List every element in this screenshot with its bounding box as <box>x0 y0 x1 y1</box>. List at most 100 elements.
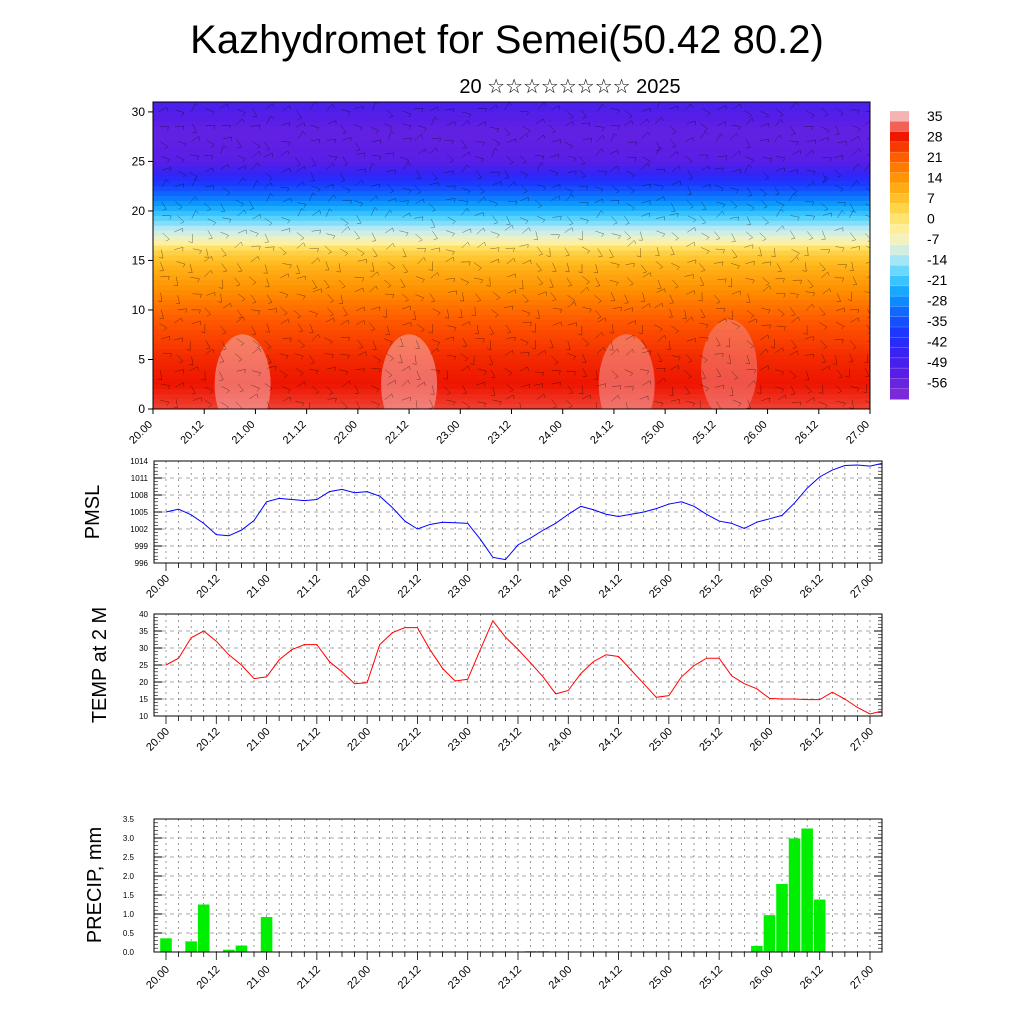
barb-line <box>805 215 815 217</box>
barb-line <box>325 261 330 270</box>
barb-tick <box>825 176 830 180</box>
barb-tick <box>824 208 828 212</box>
barb-tick <box>752 279 755 284</box>
barb-line <box>504 169 509 178</box>
series-line <box>165 619 883 715</box>
barb-line <box>731 371 738 378</box>
barb-line <box>687 227 695 233</box>
pmsl-axis-label: PMSL <box>82 485 104 539</box>
y-tick-label: 20 <box>132 204 146 218</box>
barb-tick <box>569 191 573 195</box>
barb-line <box>447 309 449 319</box>
x-tick-label: 25.12 <box>697 726 725 754</box>
barb-tick <box>268 223 273 226</box>
barb-tick <box>669 394 674 397</box>
field-band <box>153 319 870 326</box>
barb-tick <box>781 389 784 393</box>
barb-tick <box>812 292 815 297</box>
barb-line <box>534 371 544 373</box>
barb-line <box>369 285 377 293</box>
barb-tick <box>677 365 679 370</box>
precip-bar <box>788 838 801 952</box>
barb-line <box>624 215 630 224</box>
barb-line <box>264 152 273 158</box>
barb-line <box>820 126 830 131</box>
barb-tick <box>197 278 200 283</box>
barb-tick <box>812 181 816 186</box>
barb-line <box>267 354 272 363</box>
barb-tick <box>173 406 178 408</box>
barb-tick <box>181 112 185 116</box>
barb-line <box>775 347 783 354</box>
barb-tick <box>467 120 470 125</box>
barb-line <box>699 322 709 326</box>
barb-line <box>850 180 857 188</box>
x-tick-label: 24.12 <box>597 726 625 754</box>
barb-line <box>507 138 516 143</box>
barb-tick <box>812 201 815 206</box>
barb-line <box>717 318 726 324</box>
barb-line <box>698 263 706 271</box>
barb-tick <box>462 345 467 347</box>
barb-tick <box>315 391 319 395</box>
barb-tick <box>620 307 622 312</box>
x-tick-label: 23.00 <box>446 573 474 601</box>
barb-line <box>745 278 755 281</box>
barb-line <box>581 109 587 118</box>
barb-line <box>611 370 619 377</box>
barb-tick <box>720 133 724 138</box>
barb-tick <box>571 300 575 303</box>
barb-tick <box>360 203 363 207</box>
barb-tick <box>706 113 711 117</box>
barb-line <box>594 198 603 203</box>
barb-line <box>535 263 542 271</box>
barb-tick <box>242 158 246 163</box>
barb-tick <box>782 225 785 230</box>
barb-line <box>250 294 257 303</box>
barb-line <box>175 109 185 113</box>
barb-line <box>342 380 350 387</box>
barb-tick <box>769 324 771 329</box>
x-tick-label: 22.12 <box>396 964 424 992</box>
barb-line <box>699 400 701 409</box>
barb-line <box>836 108 844 115</box>
barb-line <box>761 216 769 223</box>
barb-line <box>191 356 194 366</box>
barb-tick <box>853 209 857 214</box>
barb-tick <box>389 115 393 118</box>
barb-tick <box>300 237 305 241</box>
barb-tick <box>206 347 211 350</box>
barb-line <box>296 122 305 128</box>
barb-tick <box>265 148 270 151</box>
barb-tick <box>692 403 696 407</box>
barb-tick <box>424 248 427 253</box>
barb-line <box>580 286 588 294</box>
barb-tick <box>780 119 784 124</box>
barb-line <box>835 384 843 392</box>
barb-line <box>686 200 694 207</box>
barb-line <box>762 261 772 264</box>
barb-line <box>627 320 636 325</box>
x-tick-label: 22.12 <box>396 573 424 601</box>
barb-tick <box>647 119 649 123</box>
barb-line <box>759 232 767 240</box>
barb-tick <box>348 337 350 342</box>
colorbar-box <box>890 327 909 338</box>
barb-line <box>731 322 740 327</box>
x-tick-label: 23.00 <box>446 964 474 992</box>
barb-line <box>669 105 679 110</box>
barb-tick <box>408 125 412 130</box>
barb-line <box>821 107 829 115</box>
x-tick-label: 25.12 <box>697 964 725 992</box>
barb-tick <box>327 251 332 255</box>
x-tick-label: 24.12 <box>597 964 625 992</box>
barb-tick <box>296 316 301 319</box>
barb-tick <box>821 269 826 272</box>
barb-line <box>264 340 272 348</box>
barb-line <box>174 228 183 233</box>
barb-line <box>189 366 198 371</box>
barb-tick <box>750 345 754 349</box>
barb-tick <box>771 255 776 258</box>
barb-line <box>731 386 734 396</box>
field-band <box>153 126 870 133</box>
